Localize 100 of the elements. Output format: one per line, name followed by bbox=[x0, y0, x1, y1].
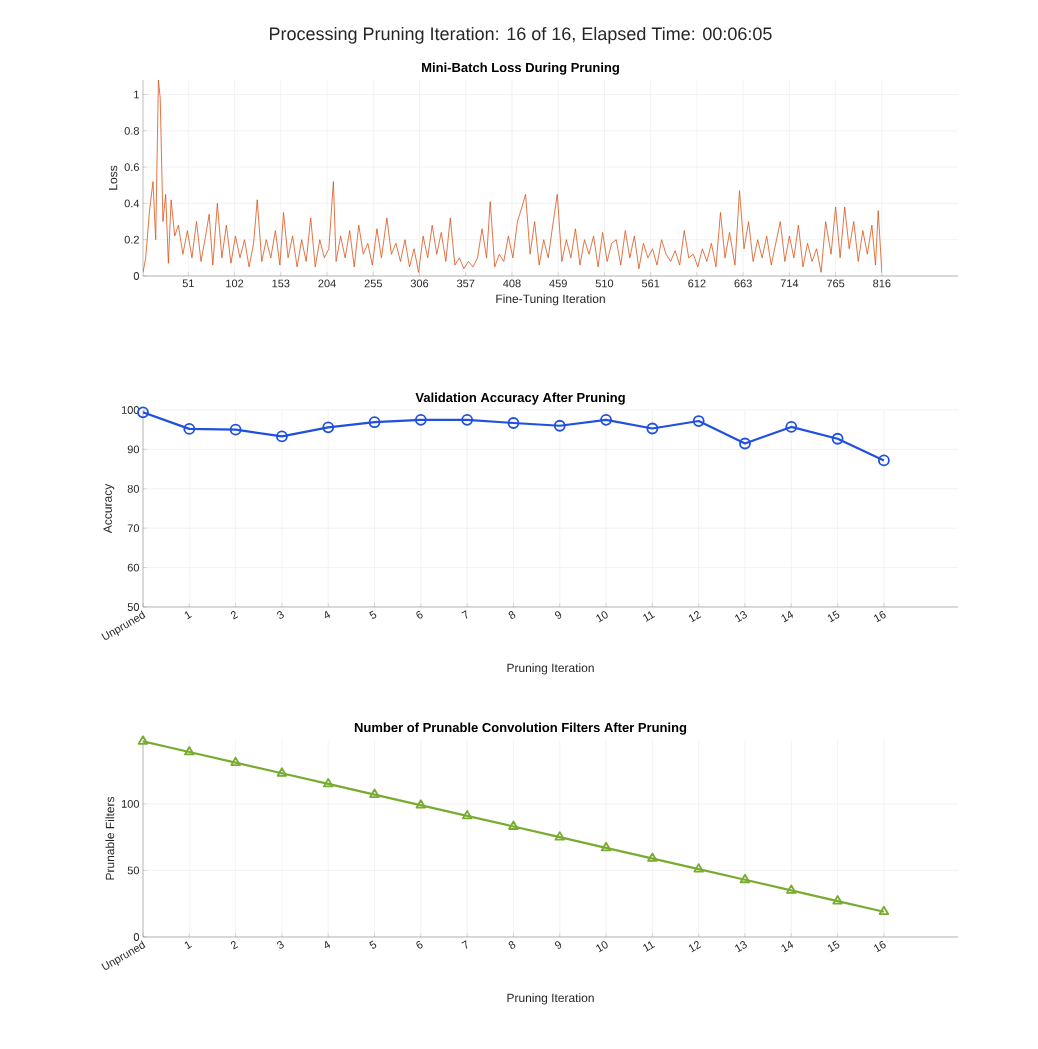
x-tick-label: 12 bbox=[688, 941, 702, 953]
x-tick-label: 3 bbox=[277, 611, 284, 619]
point bbox=[554, 831, 565, 841]
chart-title: Validation Accuracy After Pruning bbox=[415, 392, 625, 405]
y-axis-title: Loss bbox=[108, 165, 118, 190]
x-tick-label: 7 bbox=[461, 940, 468, 949]
y-tick-label: 50 bbox=[127, 866, 140, 875]
point bbox=[183, 423, 196, 435]
point bbox=[785, 421, 798, 433]
y-axis-title: Prunable Filters bbox=[105, 796, 115, 880]
y-tick-label: 0 bbox=[133, 272, 140, 280]
x-tick-label: 12 bbox=[688, 611, 702, 623]
chart-title: Number of Prunable Convolution Filters After Pruning bbox=[354, 722, 687, 735]
point bbox=[276, 767, 288, 777]
x-axis-title: Fine-Tuning Iteration bbox=[496, 294, 605, 306]
x-tick-label: 102 bbox=[226, 279, 244, 288]
x-tick-label: 714 bbox=[780, 279, 799, 288]
point bbox=[230, 756, 241, 767]
x-tick-label: 153 bbox=[272, 279, 290, 288]
x-tick-label: 357 bbox=[456, 279, 475, 288]
x-tick-label: 11 bbox=[643, 941, 655, 952]
x-tick-label: 306 bbox=[410, 279, 429, 288]
point bbox=[184, 746, 195, 756]
x-tick-label: 6 bbox=[416, 611, 423, 619]
point bbox=[692, 415, 705, 427]
y-tick-label: 100 bbox=[121, 800, 140, 808]
point bbox=[507, 417, 520, 429]
x-tick-label: 11 bbox=[643, 611, 655, 622]
x-tick-label: 2 bbox=[230, 611, 239, 620]
x-tick-label: 7 bbox=[461, 610, 468, 619]
y-tick-label: 100 bbox=[121, 406, 140, 414]
x-tick-label: 5 bbox=[369, 940, 377, 949]
point bbox=[276, 430, 288, 443]
point bbox=[415, 799, 427, 809]
x-tick-label: 9 bbox=[554, 611, 562, 619]
point bbox=[832, 895, 843, 905]
point bbox=[322, 421, 335, 434]
point bbox=[414, 413, 427, 426]
y-tick-label: 0.6 bbox=[124, 163, 139, 171]
x-tick-label: 204 bbox=[318, 279, 336, 288]
x-tick-label: 16 bbox=[874, 611, 886, 623]
point bbox=[647, 852, 658, 862]
x-tick-label: 13 bbox=[735, 611, 747, 623]
x-tick-label: 5 bbox=[369, 610, 377, 619]
x-tick-label: 51 bbox=[182, 279, 194, 288]
point bbox=[369, 788, 380, 798]
x-tick-label: 2 bbox=[230, 941, 239, 950]
x-tick-label: 15 bbox=[827, 610, 840, 623]
point bbox=[368, 416, 381, 429]
y-tick-label: 60 bbox=[127, 563, 140, 572]
x-tick-label: 510 bbox=[595, 279, 614, 288]
point bbox=[878, 905, 890, 916]
y-tick-label: 0.8 bbox=[124, 126, 139, 135]
x-axis-title: Pruning Iteration bbox=[507, 663, 594, 675]
point bbox=[229, 423, 242, 436]
x-tick-label: 14 bbox=[781, 610, 794, 623]
x-tick-label: 1 bbox=[184, 611, 192, 620]
x-tick-label: 1 bbox=[184, 941, 192, 950]
x-tick-label: 459 bbox=[549, 279, 567, 288]
point bbox=[600, 413, 612, 426]
x-tick-label: 14 bbox=[781, 940, 794, 953]
x-tick-label: 816 bbox=[873, 279, 891, 288]
y-tick-label: 50 bbox=[127, 603, 140, 611]
x-tick-label: 255 bbox=[364, 279, 382, 288]
x-tick-label: 4 bbox=[324, 940, 331, 949]
point bbox=[508, 820, 519, 830]
x-tick-label: 408 bbox=[503, 279, 521, 288]
y-axis-title: Accuracy bbox=[103, 483, 115, 534]
point bbox=[646, 422, 659, 435]
y-tick-label: 0.4 bbox=[124, 199, 140, 208]
y-tick-label: 1 bbox=[134, 90, 139, 99]
x-tick-label: 4 bbox=[324, 610, 331, 619]
x-tick-label: 9 bbox=[554, 941, 562, 949]
point bbox=[600, 841, 612, 852]
x-tick-label: 663 bbox=[734, 279, 752, 288]
x-tick-label: 15 bbox=[827, 940, 840, 953]
x-tick-label: 561 bbox=[641, 279, 660, 288]
x-axis-title: Pruning Iteration bbox=[507, 993, 594, 1005]
point bbox=[739, 873, 751, 884]
y-tick-label: 0.2 bbox=[124, 235, 139, 244]
point bbox=[323, 778, 334, 788]
point bbox=[461, 809, 473, 820]
chart-subtitle: Mini-Batch Loss During Pruning bbox=[422, 62, 619, 75]
point bbox=[786, 884, 797, 894]
x-tick-label: 16 bbox=[874, 941, 886, 953]
x-tick-label: 10 bbox=[596, 611, 608, 623]
x-tick-label: 3 bbox=[277, 941, 284, 949]
x-tick-label: 10 bbox=[596, 941, 608, 953]
y-tick-label: 70 bbox=[127, 524, 140, 533]
point bbox=[693, 863, 704, 873]
y-tick-label: 90 bbox=[127, 445, 140, 454]
point bbox=[137, 735, 149, 745]
point bbox=[461, 413, 474, 426]
x-tick-label: 8 bbox=[508, 611, 516, 619]
point bbox=[878, 454, 890, 467]
x-tick-label: 13 bbox=[735, 941, 747, 953]
x-tick-label: 8 bbox=[508, 941, 516, 949]
y-tick-label: 80 bbox=[127, 484, 140, 493]
y-tick-label: 0 bbox=[133, 933, 140, 941]
chart-title: Processing Pruning Iteration: 16 of 16, Elapsed Time: 00:06:05 bbox=[269, 26, 772, 44]
